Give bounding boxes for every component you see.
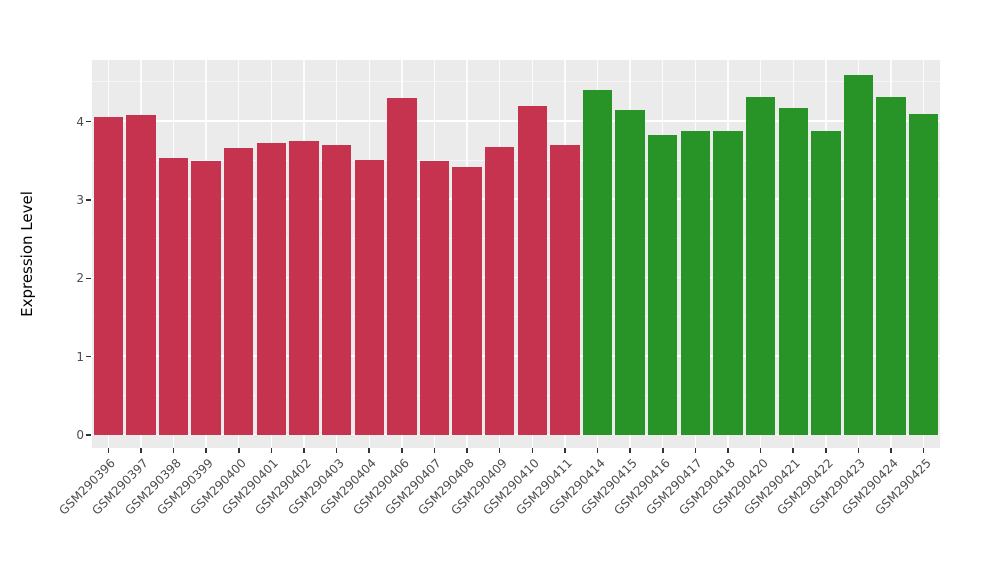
minor-gridline xyxy=(92,81,940,83)
y-tick-mark xyxy=(86,120,91,123)
bar xyxy=(419,161,450,435)
x-tick-mark xyxy=(792,448,794,453)
x-tick-mark xyxy=(922,448,925,453)
bar xyxy=(745,97,776,435)
bar xyxy=(387,98,417,435)
y-tick-mark xyxy=(86,355,91,358)
bar xyxy=(582,90,613,435)
x-tick-mark xyxy=(368,448,370,453)
bar xyxy=(126,115,156,435)
minor-gridline xyxy=(92,159,940,161)
x-tick-mark xyxy=(140,448,142,453)
y-tick-mark xyxy=(86,434,91,436)
x-tick-mark xyxy=(531,448,534,453)
bar xyxy=(909,114,939,435)
bar xyxy=(452,166,482,435)
minor-gridline xyxy=(92,238,940,240)
x-tick-mark xyxy=(727,448,729,453)
bar xyxy=(354,159,384,435)
bar xyxy=(680,130,711,435)
bar xyxy=(713,130,743,435)
y-tick-mark xyxy=(86,277,91,279)
x-tick-mark xyxy=(466,448,468,453)
bar xyxy=(778,108,808,435)
minor-gridline xyxy=(92,316,940,318)
y-tick-mark xyxy=(86,199,91,201)
x-tick-mark xyxy=(401,448,403,453)
major-gridline xyxy=(92,198,940,200)
x-tick-mark xyxy=(433,448,436,453)
bar xyxy=(517,105,547,435)
bar xyxy=(615,109,645,435)
x-tick-mark xyxy=(759,448,762,453)
x-tick-mark xyxy=(694,448,697,453)
bar xyxy=(811,130,841,435)
bar xyxy=(321,145,352,435)
y-tick-label: 3 xyxy=(76,192,84,207)
bar xyxy=(256,143,287,435)
y-tick-label: 2 xyxy=(76,271,84,286)
x-tick-mark xyxy=(662,448,664,453)
x-tick-mark xyxy=(629,448,631,453)
bar xyxy=(191,161,221,435)
x-tick-mark xyxy=(596,448,599,453)
minor-gridline xyxy=(92,394,940,396)
bar xyxy=(648,134,678,435)
bar xyxy=(224,148,254,435)
bar xyxy=(93,116,123,435)
x-tick-mark xyxy=(498,448,501,453)
x-tick-mark xyxy=(564,448,566,453)
bar xyxy=(876,97,906,435)
x-tick-mark xyxy=(857,448,860,453)
major-gridline xyxy=(92,276,940,279)
x-tick-mark xyxy=(303,448,305,453)
x-tick-mark xyxy=(107,448,110,453)
bar xyxy=(158,158,189,435)
x-tick-mark xyxy=(238,448,240,453)
x-tick-mark xyxy=(890,448,892,453)
x-tick-mark xyxy=(205,448,207,453)
bar xyxy=(289,141,319,435)
y-tick-label: 1 xyxy=(76,349,84,364)
x-tick-mark xyxy=(825,448,827,453)
y-tick-label: 4 xyxy=(76,114,84,129)
plot-panel xyxy=(92,60,940,448)
bar xyxy=(485,147,515,435)
bar xyxy=(843,75,874,435)
y-tick-label: 0 xyxy=(76,428,84,442)
x-tick-mark xyxy=(172,448,175,453)
y-axis-title: Expression Level xyxy=(18,191,36,317)
x-tick-mark xyxy=(335,448,338,453)
bar xyxy=(550,145,580,435)
major-gridline xyxy=(92,355,940,357)
major-gridline xyxy=(92,120,940,122)
x-tick-mark xyxy=(270,448,273,453)
major-gridline xyxy=(92,433,940,435)
